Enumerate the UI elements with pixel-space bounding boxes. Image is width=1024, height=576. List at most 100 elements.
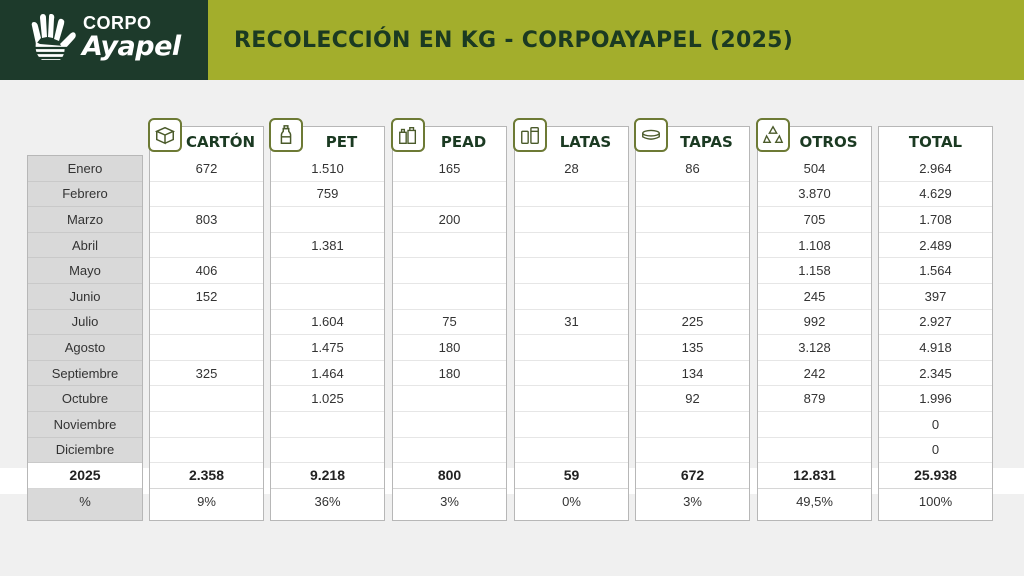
table-cell: 0 xyxy=(879,412,992,438)
table-cell: 2.964 xyxy=(879,156,992,182)
table-cell xyxy=(515,412,628,438)
total-cell: 9.218 xyxy=(271,463,384,489)
column-header-label: TAPAS xyxy=(680,132,733,151)
column-header-tapas: TAPAS xyxy=(634,118,749,156)
month-label: Junio xyxy=(28,284,142,310)
column-header-latas: LATAS xyxy=(513,118,628,156)
percent-cell: 36% xyxy=(314,494,341,510)
cap-icon xyxy=(634,118,668,152)
table-cell: 200 xyxy=(393,207,506,233)
table-cell xyxy=(758,412,871,438)
table-cell: 3.870 xyxy=(758,182,871,208)
brand-name-line2: Ayapel xyxy=(82,31,181,62)
month-label: Noviembre xyxy=(28,412,142,438)
table-cell: 225 xyxy=(636,310,749,336)
column-otros: OTROS 504 3.870 705 1.108 1.158 245 992 3.128 242… xyxy=(756,118,872,521)
table-cell: 1.025 xyxy=(271,386,384,412)
table-cell: 92 xyxy=(636,386,749,412)
table-cell xyxy=(393,386,506,412)
column-header-label: PET xyxy=(325,132,358,151)
month-label-column: Enero Febrero Marzo Abril Mayo Junio Julio Agos… xyxy=(27,155,143,521)
column-tapas: TAPAS 86 225 135 134 92 672 3% xyxy=(634,118,750,521)
table-cell xyxy=(636,284,749,310)
total-cell: 25.938 xyxy=(879,463,992,489)
header: CORPO Ayapel RECOLECCIÓN EN KG - CORPOAY… xyxy=(0,0,1024,80)
table-cell: 1.708 xyxy=(879,207,992,233)
table-cell: 759 xyxy=(271,182,384,208)
table-cell xyxy=(515,207,628,233)
table-cell: 0 xyxy=(879,438,992,464)
table-cell: 1.564 xyxy=(879,258,992,284)
table-cell xyxy=(393,284,506,310)
table-cell: 86 xyxy=(636,156,749,182)
table-cell xyxy=(271,438,384,464)
column-carton: CARTÓN 672 803 406 152 325 2.358 9% xyxy=(148,118,264,521)
total-cell: 2.358 xyxy=(150,463,263,489)
percent-cell: 9% xyxy=(197,494,216,510)
month-label: Mayo xyxy=(28,258,142,284)
title-bar: RECOLECCIÓN EN KG - CORPOAYAPEL (2025) xyxy=(208,0,1024,80)
table-cell xyxy=(515,335,628,361)
month-label: Agosto xyxy=(28,335,142,361)
brand-name-line1: CORPO xyxy=(83,13,152,33)
total-cell: 12.831 xyxy=(758,463,871,489)
table-cell: 397 xyxy=(879,284,992,310)
table-cell xyxy=(271,412,384,438)
column-header-otros: OTROS xyxy=(756,118,871,156)
percent-cell: 49,5% xyxy=(796,494,833,510)
brand-logo: CORPO Ayapel xyxy=(0,0,208,80)
recycle-icon xyxy=(756,118,790,152)
cans-icon xyxy=(513,118,547,152)
total-cell: 672 xyxy=(636,463,749,489)
table-cell: 31 xyxy=(515,310,628,336)
total-cell: 800 xyxy=(393,463,506,489)
month-label: Septiembre xyxy=(28,361,142,387)
table-cell xyxy=(515,233,628,259)
table-cell: 406 xyxy=(150,258,263,284)
percent-cell: 100% xyxy=(918,494,953,510)
bottle-icon xyxy=(269,118,303,152)
table-cell: 245 xyxy=(758,284,871,310)
table-cell: 2.927 xyxy=(879,310,992,336)
page-title: RECOLECCIÓN EN KG - CORPOAYAPEL (2025) xyxy=(234,27,794,53)
table-cell: 135 xyxy=(636,335,749,361)
month-label: Abril xyxy=(28,233,142,259)
table-cell xyxy=(150,233,263,259)
table-cell: 803 xyxy=(150,207,263,233)
table-cell: 4.918 xyxy=(879,335,992,361)
table-cell xyxy=(636,233,749,259)
column-header-label: TOTAL xyxy=(908,132,963,151)
table-cell: 879 xyxy=(758,386,871,412)
column-header-pead: PEAD xyxy=(391,118,506,156)
month-label: Diciembre xyxy=(28,438,142,464)
table-cell xyxy=(758,438,871,464)
column-header-label: OTROS xyxy=(799,132,858,151)
table-cell xyxy=(150,412,263,438)
table-cell xyxy=(515,284,628,310)
table-cell xyxy=(150,310,263,336)
table-cell: 325 xyxy=(150,361,263,387)
table-cell xyxy=(150,182,263,208)
table-cell xyxy=(636,412,749,438)
month-label: Julio xyxy=(28,310,142,336)
table-cell: 152 xyxy=(150,284,263,310)
table-cell xyxy=(393,438,506,464)
table-cell xyxy=(515,361,628,387)
table-cell: 242 xyxy=(758,361,871,387)
table-cell: 2.489 xyxy=(879,233,992,259)
table-cell: 1.475 xyxy=(271,335,384,361)
month-label: Octubre xyxy=(28,386,142,412)
percent-cell: 3% xyxy=(683,494,702,510)
table-cell xyxy=(515,386,628,412)
column-total: TOTAL 2.964 4.629 1.708 2.489 1.564 397 2.927 4.… xyxy=(878,126,993,521)
table-cell xyxy=(636,438,749,464)
table-cell xyxy=(393,233,506,259)
month-label: Enero xyxy=(28,156,142,182)
table-cell xyxy=(393,412,506,438)
table-cell: 1.604 xyxy=(271,310,384,336)
month-label: Febrero xyxy=(28,182,142,208)
column-latas: LATAS 28 31 59 0% xyxy=(513,118,629,521)
column-header-pet: PET xyxy=(269,118,384,156)
table-cell: 992 xyxy=(758,310,871,336)
table-cell: 705 xyxy=(758,207,871,233)
